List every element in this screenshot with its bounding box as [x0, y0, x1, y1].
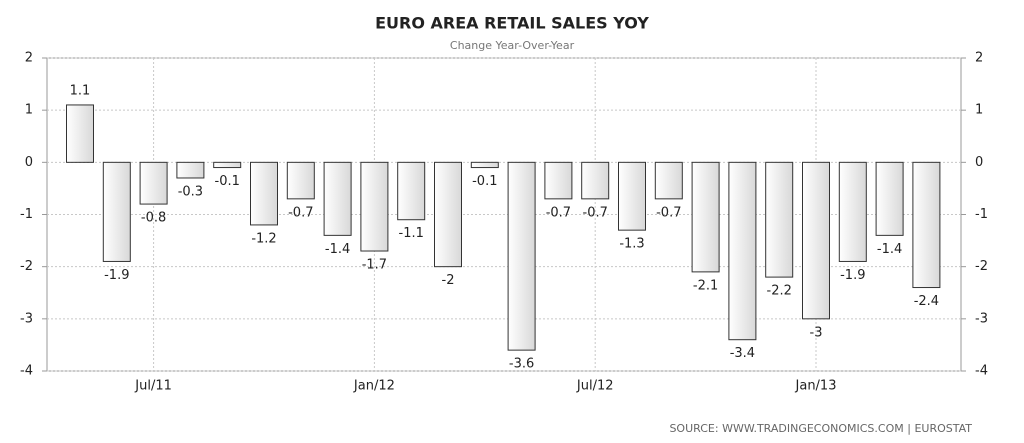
y2-tick-label: -3: [975, 311, 988, 326]
bar: [581, 161, 610, 200]
y-tick-label: -3: [20, 311, 33, 326]
value-label: -2.2: [767, 284, 792, 299]
x-tick-label: Jan/13: [795, 379, 837, 394]
y-tick-label: 2: [25, 51, 33, 66]
y-tick-label: -4: [20, 364, 33, 379]
bar: [397, 161, 426, 221]
y-tick-label: -2: [20, 259, 33, 274]
bar: [654, 161, 683, 200]
bar: [507, 161, 536, 351]
value-label: -2: [442, 273, 455, 288]
bar: [875, 161, 904, 236]
value-label: -0.7: [583, 205, 608, 220]
value-label: -0.1: [472, 174, 497, 189]
value-label: -1.3: [619, 237, 644, 252]
bar: [434, 161, 462, 268]
value-label: -3: [810, 325, 823, 340]
y2-tick-label: 2: [975, 51, 983, 66]
value-label: -0.7: [288, 205, 313, 220]
bar: [176, 161, 205, 179]
value-label: -0.8: [141, 211, 166, 226]
value-label: -2.1: [693, 278, 718, 293]
value-label: -1.2: [251, 231, 276, 246]
value-label: -1.7: [362, 258, 387, 273]
y-tick-label: -1: [20, 207, 33, 222]
y-tick-label: 0: [25, 155, 33, 170]
x-tick-label: Jul/11: [134, 379, 172, 394]
bar: [323, 161, 352, 236]
bar: [728, 161, 757, 341]
bar: [544, 161, 573, 200]
bar: [139, 161, 168, 205]
chart-subtitle: Change Year-Over-Year: [450, 39, 575, 52]
value-label: -0.7: [656, 205, 681, 220]
x-tick-label: Jul/12: [576, 379, 614, 394]
value-label: -3.6: [509, 357, 534, 372]
y2-tick-label: -2: [975, 259, 988, 274]
y2-tick-label: -1: [975, 207, 988, 222]
bar: [802, 161, 830, 320]
bar: [213, 161, 242, 169]
value-label: 1.1: [70, 83, 91, 98]
value-label: -1.9: [104, 268, 129, 283]
bar: [66, 104, 94, 163]
bar: [691, 161, 720, 273]
value-label: -1.4: [877, 242, 902, 257]
y2-tick-label: 1: [975, 103, 983, 118]
bar: [470, 161, 499, 169]
y2-tick-label: 0: [975, 155, 983, 170]
bar: [912, 161, 941, 289]
y-tick-label: 1: [25, 103, 33, 118]
value-label: -0.3: [178, 184, 203, 199]
bar: [618, 161, 646, 231]
chart-title: EURO AREA RETAIL SALES YOY: [375, 14, 649, 33]
bar: [286, 161, 315, 200]
bar: [838, 161, 867, 262]
value-label: -2.4: [914, 294, 939, 309]
bar: [102, 161, 131, 262]
value-label: -1.4: [325, 242, 350, 257]
value-label: -3.4: [730, 346, 755, 361]
source: SOURCE: WWW.TRADINGECONOMICS.COM | EUROS…: [669, 422, 972, 435]
bar: [765, 161, 794, 278]
x-tick-label: Jan/12: [353, 379, 395, 394]
y2-tick-label: -4: [975, 364, 988, 379]
bar: [360, 161, 389, 252]
value-label: -1.9: [840, 268, 865, 283]
value-label: -0.7: [546, 205, 571, 220]
value-label: -1.1: [399, 226, 424, 241]
bar: [250, 161, 278, 226]
value-label: -0.1: [215, 174, 240, 189]
